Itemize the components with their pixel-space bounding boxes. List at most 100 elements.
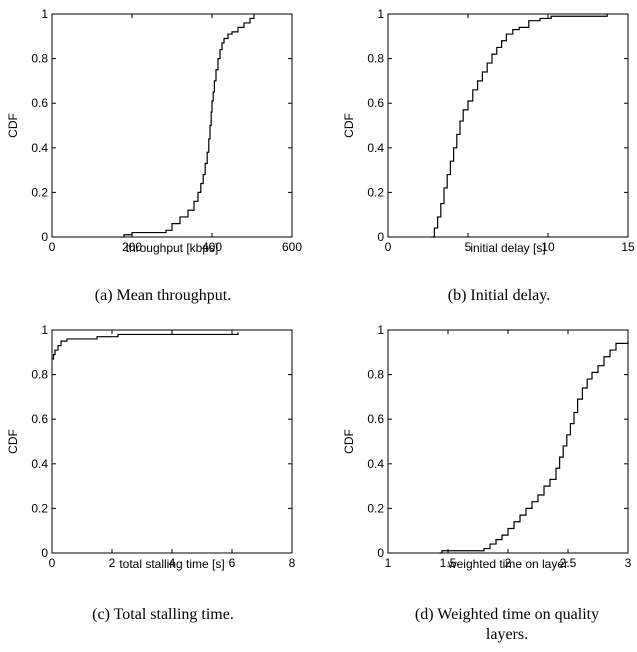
y-axis-label: CDF xyxy=(6,113,20,138)
y-tick: 0.8 xyxy=(31,52,292,66)
y-tick-label: 0.4 xyxy=(367,457,384,471)
cdf-line xyxy=(431,14,608,238)
y-tick: 0.6 xyxy=(31,96,292,110)
y-tick: 0 xyxy=(41,230,292,244)
y-axis-label: CDF xyxy=(342,429,356,454)
y-tick: 0.2 xyxy=(31,185,292,199)
y-tick-label: 0.8 xyxy=(31,368,48,382)
x-tick-label: 1.5 xyxy=(440,556,457,570)
y-tick-label: 1 xyxy=(377,7,384,21)
x-axis-label: initial delay [s] xyxy=(470,241,545,255)
y-tick-label: 0 xyxy=(41,546,48,560)
y-tick-label: 0.4 xyxy=(367,141,384,155)
y-tick: 0.6 xyxy=(367,96,628,110)
y-tick-label: 1 xyxy=(377,323,384,337)
y-tick: 0 xyxy=(377,546,628,560)
y-tick-label: 0.6 xyxy=(367,412,384,426)
x-tick-label: 2 xyxy=(505,556,512,570)
x-tick: 2 xyxy=(109,330,116,570)
y-tick: 0.2 xyxy=(367,501,628,515)
y-tick: 1 xyxy=(377,7,628,21)
y-tick-label: 0.4 xyxy=(31,457,48,471)
y-tick: 1 xyxy=(41,7,292,21)
chart-c: 0 2 4 6 8 0 0.2 0.4 0.6 0.8 1 total stalling time [… xyxy=(6,323,296,623)
x-axis-label: throughput [kbps] xyxy=(126,241,219,255)
cdf-line xyxy=(439,341,629,554)
plot-frame xyxy=(387,13,629,238)
x-tick: 600 xyxy=(282,14,302,254)
x-tick: 0 xyxy=(385,14,392,254)
plot-frame xyxy=(387,329,629,554)
y-tick-label: 0.2 xyxy=(31,185,48,199)
plot-frame xyxy=(51,329,293,554)
y-tick-label: 0.6 xyxy=(31,412,48,426)
y-tick: 0.4 xyxy=(367,141,628,155)
x-axis-label: weighted time on layer xyxy=(447,557,568,571)
x-tick: 5 xyxy=(465,14,472,254)
x-tick: 2 xyxy=(505,330,512,570)
y-tick: 0.4 xyxy=(367,457,628,471)
y-tick: 0.6 xyxy=(367,412,628,426)
cdf-line xyxy=(52,332,239,360)
y-tick: 0.4 xyxy=(31,141,292,155)
y-axis-label: CDF xyxy=(342,113,356,138)
y-tick-label: 0 xyxy=(41,230,48,244)
y-tick-label: 0.8 xyxy=(367,52,384,66)
x-tick-label: 1 xyxy=(385,556,392,570)
y-tick-label: 0 xyxy=(377,546,384,560)
x-tick-label: 0 xyxy=(49,240,56,254)
chart-b: 0 5 10 15 0 0.2 0.4 0.6 0.8 1 initial delay [s] CDF… xyxy=(342,7,635,304)
x-tick-label: 4 xyxy=(169,556,176,570)
x-tick-label: 2 xyxy=(109,556,116,570)
x-tick: 1.5 xyxy=(440,330,457,570)
chart-a: 0 200 400 600 0 0.2 0.4 0.6 0.8 1 throughput [kbps… xyxy=(6,7,302,304)
x-tick: 200 xyxy=(122,14,142,254)
y-tick: 1 xyxy=(377,323,628,337)
x-axis-label: total stalling time [s] xyxy=(119,557,224,571)
x-tick: 400 xyxy=(202,14,222,254)
y-tick: 0 xyxy=(41,546,292,560)
x-tick: 3 xyxy=(625,330,632,570)
x-tick: 1 xyxy=(385,330,392,570)
x-tick-label: 200 xyxy=(122,240,142,254)
y-tick: 0.8 xyxy=(31,368,292,382)
x-tick-label: 6 xyxy=(229,556,236,570)
y-tick: 0.8 xyxy=(367,52,628,66)
plot-frame xyxy=(51,13,293,238)
y-tick: 0.2 xyxy=(367,185,628,199)
x-tick: 8 xyxy=(289,330,296,570)
x-tick: 10 xyxy=(541,14,555,254)
y-tick-label: 0.2 xyxy=(367,501,384,515)
x-tick: 15 xyxy=(621,14,635,254)
x-tick-label: 2.5 xyxy=(560,556,577,570)
x-tick-label: 400 xyxy=(202,240,222,254)
y-tick-label: 0.2 xyxy=(31,501,48,515)
x-tick: 0 xyxy=(49,14,56,254)
y-tick-label: 0.4 xyxy=(31,141,48,155)
cdf-line xyxy=(123,14,255,238)
y-tick-label: 0.6 xyxy=(31,96,48,110)
y-tick: 0.4 xyxy=(31,457,292,471)
x-tick: 0 xyxy=(49,330,56,570)
x-tick-label: 0 xyxy=(49,556,56,570)
x-tick-label: 10 xyxy=(541,240,555,254)
y-tick-label: 1 xyxy=(41,7,48,21)
chart-d: 1 1.5 2 2.5 3 0 0.2 0.4 0.6 0.8 1 weighted time on … xyxy=(342,323,632,643)
caption-b: (b) Initial delay. xyxy=(448,287,550,304)
y-tick: 0.8 xyxy=(367,368,628,382)
x-tick: 4 xyxy=(169,330,176,570)
caption-c: (c) Total stalling time. xyxy=(92,606,234,623)
y-tick-label: 0.6 xyxy=(367,96,384,110)
x-tick: 2.5 xyxy=(560,330,577,570)
x-tick: 6 xyxy=(229,330,236,570)
x-tick-label: 8 xyxy=(289,556,296,570)
y-tick: 0 xyxy=(377,230,628,244)
caption-d: layers. xyxy=(486,626,528,643)
y-tick-label: 0.8 xyxy=(31,52,48,66)
x-tick-label: 3 xyxy=(625,556,632,570)
caption-a: (a) Mean throughput. xyxy=(95,287,231,304)
y-axis-label: CDF xyxy=(6,429,20,454)
caption-d: (d) Weighted time on quality xyxy=(415,606,599,623)
y-tick-label: 0 xyxy=(377,230,384,244)
